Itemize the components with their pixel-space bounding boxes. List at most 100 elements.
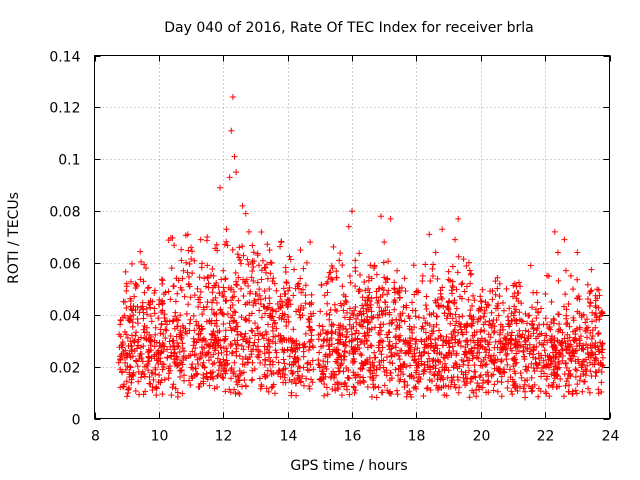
data-point [556,350,563,357]
data-point [162,326,169,333]
data-point [343,342,350,349]
data-point [333,371,340,378]
data-point [403,393,410,400]
data-point [199,362,206,369]
data-point [157,342,164,349]
data-point [396,356,403,363]
data-point [179,390,186,397]
data-point [151,289,158,296]
data-point [538,341,545,348]
data-point [452,332,459,339]
data-point [583,341,590,348]
data-point [234,251,241,258]
data-point [367,342,374,349]
data-point [212,294,219,301]
data-point [269,383,276,390]
data-point [203,283,210,290]
data-point [569,388,576,395]
data-point [454,269,461,276]
data-point [148,347,155,354]
data-point [455,329,462,336]
data-point [372,354,379,361]
data-point [343,364,350,371]
data-point [273,308,280,315]
data-point [178,257,185,264]
data-point [551,363,558,370]
data-point [204,262,211,269]
data-point [475,316,482,323]
data-point [577,333,584,340]
data-point [122,366,129,373]
data-point [572,366,579,373]
data-point [449,315,456,322]
data-point [308,299,315,306]
data-point [461,378,468,385]
data-point [160,331,167,338]
data-point [533,361,540,368]
data-point [319,326,326,333]
data-point [364,338,371,345]
data-point [379,291,386,298]
data-point [595,346,602,353]
data-point [553,349,560,356]
data-point [467,337,474,344]
data-point [241,280,248,287]
data-point [177,374,184,381]
data-point [483,361,490,368]
data-point [574,249,581,256]
data-point [529,387,536,394]
data-point [296,377,303,384]
data-point [179,322,186,329]
data-point [126,369,133,376]
data-point [297,314,304,321]
data-point [227,324,234,331]
data-point [151,305,158,312]
data-point [291,376,298,383]
data-point [544,321,551,328]
data-point [598,369,605,376]
data-point [445,383,452,390]
data-point [560,393,567,400]
data-point [460,256,467,263]
data-point [400,304,407,311]
data-point [339,283,346,290]
data-point [166,338,173,345]
data-point [250,342,257,349]
data-point [569,286,576,293]
data-point [443,339,450,346]
data-point [570,337,577,344]
data-point [596,316,603,323]
data-point [541,370,548,377]
data-point [574,308,581,315]
data-point [249,242,256,249]
data-point [556,383,563,390]
data-point [350,383,357,390]
data-point [324,391,331,398]
data-point [181,372,188,379]
data-point [286,284,293,291]
data-point [308,376,315,383]
data-point [562,382,569,389]
data-point [589,332,596,339]
data-point [344,386,351,393]
data-point [225,284,232,291]
data-point [195,361,202,368]
data-point [159,340,166,347]
data-point [494,344,501,351]
data-point [563,267,570,274]
data-point [316,364,323,371]
data-point [413,359,420,366]
data-point [493,317,500,324]
data-point [190,335,197,342]
data-point [180,267,187,274]
data-point [164,354,171,361]
data-point [468,345,475,352]
data-point [343,333,350,340]
data-point [466,349,473,356]
data-point [267,314,274,321]
data-point [330,368,337,375]
data-point [212,282,219,289]
data-point [295,280,302,287]
data-point [589,318,596,325]
data-point [217,359,224,366]
